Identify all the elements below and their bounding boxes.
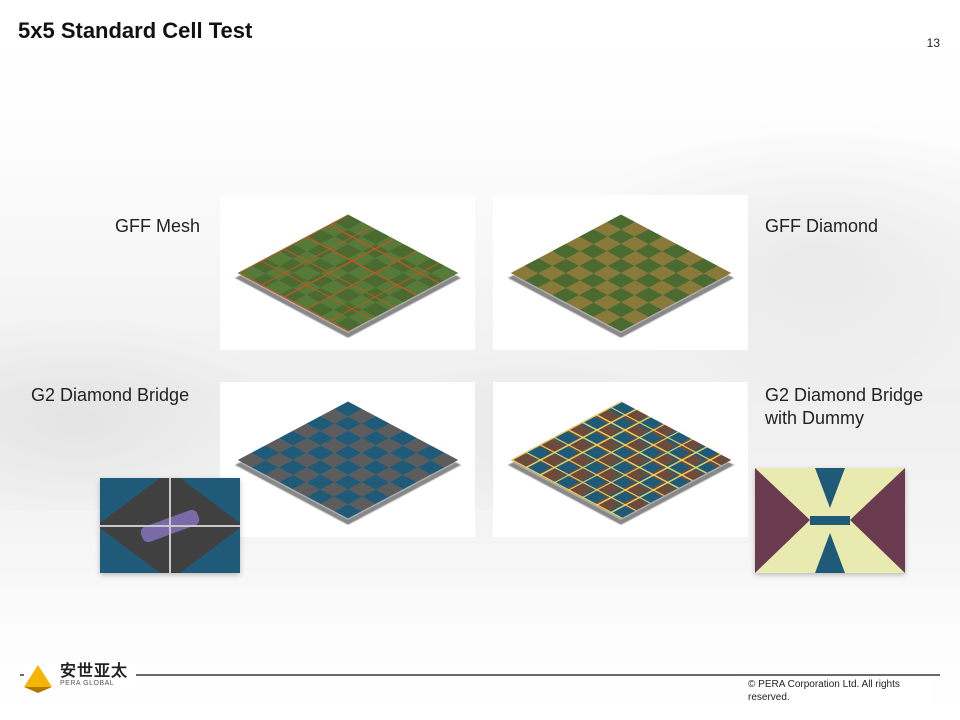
panel-g2-bridge xyxy=(220,382,475,537)
page-number: 13 xyxy=(927,36,940,50)
panel-gff-diamond xyxy=(493,195,748,350)
inset-g2-dummy-detail xyxy=(755,468,905,573)
label-gff-mesh: GFF Mesh xyxy=(115,215,200,238)
inset-g2-bridge-detail xyxy=(100,478,240,573)
page-title: 5x5 Standard Cell Test xyxy=(18,18,252,44)
footer-rule xyxy=(20,674,940,676)
label-gff-diamond: GFF Diamond xyxy=(765,215,878,238)
logo-triangle-icon xyxy=(24,665,52,687)
label-g2-bridge: G2 Diamond Bridge xyxy=(31,384,189,407)
cell-g2-bridge: G2 Diamond Bridge xyxy=(15,382,475,557)
footer: 安世亚太 PERA GLOBAL © PERA Corporation Ltd.… xyxy=(0,664,960,720)
label-g2-bridge-dummy: G2 Diamond Bridge with Dummy xyxy=(765,384,935,429)
panel-gff-mesh xyxy=(220,195,475,350)
cell-gff-mesh: GFF Mesh xyxy=(15,195,475,370)
panel-g2-bridge-dummy xyxy=(493,382,748,537)
logo-text-cn: 安世亚太 xyxy=(60,664,128,680)
logo-text-en: PERA GLOBAL xyxy=(60,680,128,687)
footer-copyright: © PERA Corporation Ltd. All rights reser… xyxy=(740,678,930,704)
footer-logo: 安世亚太 PERA GLOBAL xyxy=(24,664,136,687)
cell-gff-diamond: GFF Diamond xyxy=(485,195,945,370)
